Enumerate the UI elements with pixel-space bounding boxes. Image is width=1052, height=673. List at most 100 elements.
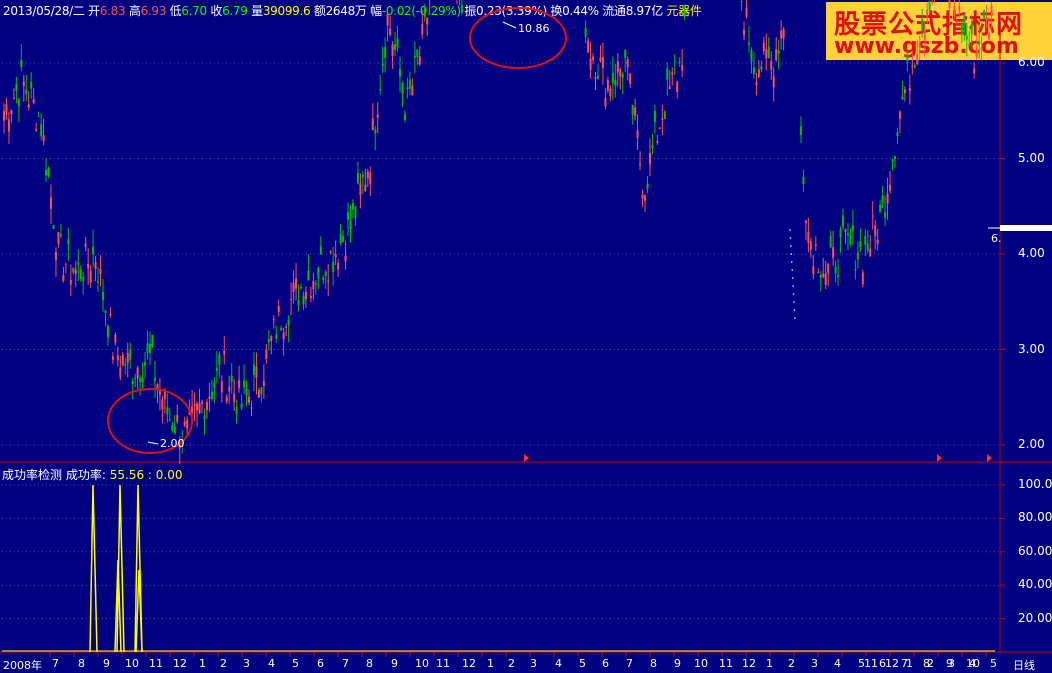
candle-body (230, 375, 233, 383)
candle-body (913, 65, 916, 68)
candle-body (804, 220, 807, 224)
candle-body (198, 402, 201, 413)
candle-body (861, 272, 864, 285)
candle-body (953, 6, 956, 16)
time-axis-label: 2008年 (3, 659, 42, 672)
candle-body (762, 42, 765, 51)
candle-body (782, 28, 785, 39)
gap-dot (794, 317, 796, 319)
candle-body (965, 35, 968, 40)
candle-body (589, 58, 592, 70)
time-axis-label: 11 (719, 657, 733, 670)
candle-body (879, 204, 882, 212)
candle-body (396, 38, 399, 48)
candle-body (658, 127, 661, 129)
candle-body (594, 77, 597, 80)
candle-body (233, 393, 236, 403)
candle-body (621, 73, 624, 78)
time-axis-label: 2 (788, 657, 795, 670)
time-axis-label: 4 (268, 657, 275, 670)
time-axis-label: 4 (555, 657, 562, 670)
candle-body (391, 44, 394, 56)
candle-body (859, 240, 862, 248)
candle-body (72, 267, 75, 273)
candle-body (178, 443, 181, 449)
candle-body (740, 1, 743, 3)
candle-body (54, 252, 57, 260)
signal-arrow (937, 454, 942, 462)
candle-body (201, 401, 203, 404)
indicator-spike (114, 559, 122, 653)
candle-body (611, 72, 614, 84)
candle-body (47, 167, 50, 177)
candle-body (752, 67, 755, 75)
candle-body (406, 87, 409, 90)
period-label[interactable]: 日线 (1013, 659, 1035, 672)
candle-body (260, 387, 263, 395)
candle-body (958, 5, 961, 12)
candle-body (158, 389, 161, 395)
date-label: 2013/05/28/二 (3, 4, 85, 18)
candle-body (604, 98, 607, 107)
gap-dot (791, 277, 794, 279)
time-axis-label: 12 (173, 657, 187, 670)
time-axis-label: 7 (626, 657, 633, 670)
candle-body (151, 334, 154, 347)
candle-body (780, 30, 783, 39)
candle-body (668, 86, 671, 90)
change-value: -0.02(-0.29%) (381, 4, 461, 18)
candle-body (678, 61, 681, 63)
candle-body (32, 99, 35, 103)
candle-body (592, 56, 595, 60)
candle-body (374, 129, 377, 134)
candle-body (270, 335, 273, 342)
candle-body (30, 81, 33, 89)
candle-body (84, 243, 87, 248)
candle-body (82, 276, 85, 281)
candle-body (775, 49, 778, 61)
candle-body (985, 17, 988, 22)
candle-body (285, 326, 288, 328)
candle-body (126, 353, 129, 364)
candle-body (891, 159, 894, 162)
candle-body (317, 267, 320, 279)
candle-body (770, 61, 773, 70)
volume-label: 量 (251, 4, 263, 18)
candle-body (403, 114, 406, 120)
candle-body (846, 233, 849, 236)
candle-body (896, 132, 899, 137)
amplitude-value: 0.23(3.39%) (476, 4, 547, 18)
candle-body (208, 396, 211, 399)
candle-body (926, 9, 929, 17)
candle-body (636, 130, 639, 138)
candle-body (109, 313, 112, 316)
candle-body (416, 49, 419, 58)
candle-body (817, 272, 820, 274)
candle-body (334, 254, 337, 258)
candle-body (257, 389, 260, 398)
candle-body (356, 173, 359, 184)
candle-body (990, 5, 993, 16)
candle-body (228, 386, 231, 392)
time-axis-label: 5 (292, 657, 299, 670)
candle-body (255, 366, 258, 378)
candle-body (653, 110, 656, 122)
candle-body (277, 305, 280, 313)
trough-highlight-circle (107, 388, 193, 454)
gap-dot (793, 301, 795, 303)
candle-body (97, 281, 100, 283)
candle-body (359, 183, 362, 196)
gap-dot (790, 245, 792, 247)
time-axis-label: 1 (199, 657, 206, 670)
high-label: 高 (128, 4, 141, 18)
turnover-label: 换 (550, 4, 563, 18)
candle-body (240, 403, 243, 409)
low-value: 6.70 (181, 4, 207, 18)
candle-body (814, 244, 817, 246)
candle-body (196, 403, 199, 411)
candle-body (923, 27, 926, 40)
candle-body (329, 251, 332, 253)
candle-body (79, 269, 82, 279)
time-axis-label: 3 (243, 657, 250, 670)
